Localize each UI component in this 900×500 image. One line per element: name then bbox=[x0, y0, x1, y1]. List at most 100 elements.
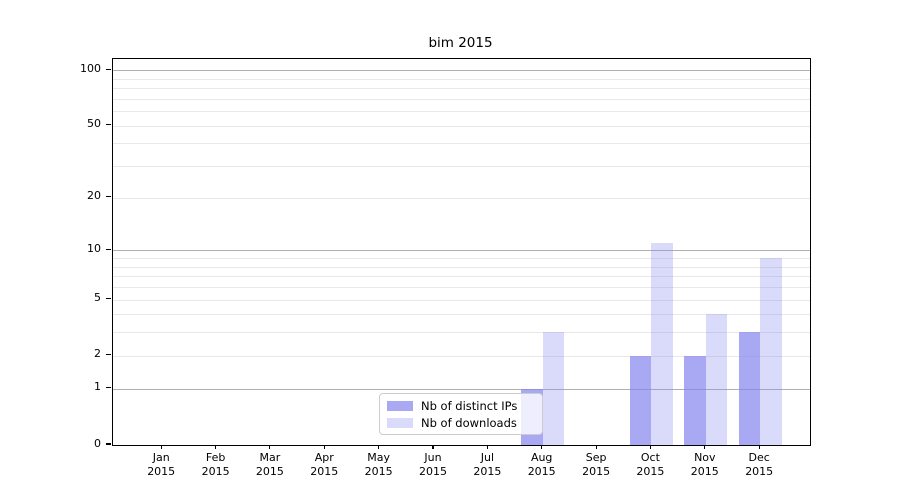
x-tick bbox=[215, 445, 217, 449]
x-tick bbox=[704, 445, 706, 449]
y-tick-label: 5 bbox=[94, 291, 101, 304]
gridline-minor bbox=[113, 355, 810, 357]
x-tick-label-month: May bbox=[367, 451, 390, 464]
x-tick bbox=[758, 445, 760, 449]
x-tick bbox=[486, 445, 488, 449]
y-tick bbox=[106, 297, 111, 300]
y-tick bbox=[106, 124, 111, 126]
x-tick-label-month: Dec bbox=[748, 451, 770, 464]
y-tick bbox=[106, 443, 111, 445]
legend-swatch-distinct-ips bbox=[387, 400, 413, 411]
x-tick-label-year: 2015 bbox=[745, 464, 774, 478]
x-tick-label-year: 2015 bbox=[201, 464, 230, 478]
y-tick-label: 0 bbox=[94, 436, 101, 450]
legend-label-distinct-ips: Nb of distinct IPs bbox=[421, 398, 518, 413]
x-tick bbox=[269, 445, 271, 449]
gridline-minor bbox=[113, 111, 810, 113]
x-tick bbox=[541, 445, 543, 449]
gridline-major bbox=[113, 250, 810, 252]
x-tick bbox=[432, 445, 434, 449]
y-tick bbox=[106, 196, 111, 198]
x-tick-label: Jan 2015 bbox=[133, 451, 189, 478]
gridline-minor bbox=[113, 287, 810, 288]
x-tick-label: Dec 2015 bbox=[731, 451, 787, 478]
x-tick bbox=[323, 445, 325, 449]
y-tick-label: 20 bbox=[87, 189, 101, 203]
bar-distinct-ips bbox=[629, 355, 652, 445]
legend: Nb of distinct IPs Nb of downloads bbox=[379, 393, 543, 435]
x-tick-label: Aug 2015 bbox=[514, 451, 570, 478]
gridline-minor bbox=[113, 98, 810, 100]
legend-item: Nb of downloads bbox=[387, 416, 536, 430]
x-tick-label: Apr 2015 bbox=[296, 451, 352, 478]
x-tick-label-year: 2015 bbox=[527, 464, 556, 478]
plot-area bbox=[112, 58, 811, 446]
bar-downloads bbox=[651, 243, 673, 445]
x-tick-label-month: Nov bbox=[694, 451, 716, 464]
x-tick-label-year: 2015 bbox=[690, 464, 719, 478]
x-tick-label: May 2015 bbox=[351, 451, 407, 478]
bar-distinct-ips bbox=[738, 332, 761, 445]
x-tick-label-year: 2015 bbox=[582, 464, 611, 478]
gridline-minor bbox=[113, 88, 810, 90]
gridline-minor bbox=[113, 258, 810, 259]
x-tick-label: Mar 2015 bbox=[242, 451, 298, 478]
x-tick-label: Sep 2015 bbox=[568, 451, 624, 478]
x-tick-label-month: Jan bbox=[152, 451, 170, 464]
x-tick-label: Nov 2015 bbox=[677, 451, 733, 478]
chart-title: bim 2015 bbox=[428, 35, 493, 51]
x-tick-label-month: Oct bbox=[640, 451, 660, 464]
y-tick bbox=[106, 354, 111, 356]
gridline-major bbox=[113, 70, 810, 72]
x-tick bbox=[378, 445, 380, 449]
legend-item: Nb of distinct IPs bbox=[387, 399, 536, 413]
x-tick-label-month: Jul bbox=[480, 451, 495, 464]
x-tick bbox=[595, 445, 597, 449]
gridline-major bbox=[113, 388, 810, 390]
y-tick-label: 10 bbox=[87, 241, 101, 255]
x-tick-label-year: 2015 bbox=[310, 464, 339, 478]
gridline-minor bbox=[113, 166, 810, 168]
x-tick bbox=[160, 445, 162, 449]
gridline-minor bbox=[113, 143, 810, 145]
x-tick-label-year: 2015 bbox=[255, 464, 284, 478]
x-tick bbox=[649, 445, 651, 449]
x-tick-label-month: Jun bbox=[424, 451, 442, 464]
y-tick-label: 100 bbox=[80, 61, 101, 75]
y-tick-label: 2 bbox=[94, 347, 101, 361]
x-tick-label-month: Apr bbox=[314, 451, 334, 464]
x-tick-label: Feb 2015 bbox=[188, 451, 244, 478]
y-tick bbox=[106, 248, 111, 250]
x-tick-label: Jun 2015 bbox=[405, 451, 461, 478]
y-tick bbox=[106, 68, 111, 70]
bar-downloads bbox=[705, 314, 728, 445]
gridline-minor bbox=[113, 125, 810, 127]
x-tick-label-year: 2015 bbox=[419, 464, 447, 478]
x-tick-label-month: Mar bbox=[259, 451, 281, 464]
legend-label-downloads: Nb of downloads bbox=[421, 415, 517, 430]
y-tick-label: 50 bbox=[87, 117, 101, 131]
gridline-minor bbox=[113, 78, 810, 80]
x-tick-label-year: 2015 bbox=[473, 464, 502, 478]
x-tick-label-year: 2015 bbox=[147, 464, 176, 478]
gridline-minor bbox=[113, 332, 810, 334]
gridline-minor bbox=[113, 266, 810, 268]
gridline-minor bbox=[113, 314, 810, 316]
bar-downloads bbox=[760, 258, 782, 445]
x-tick-label-month: Feb bbox=[205, 451, 226, 464]
gridline-minor bbox=[113, 197, 810, 199]
x-tick-label-year: 2015 bbox=[364, 464, 393, 478]
x-tick-label: Jul 2015 bbox=[459, 451, 515, 478]
bar-distinct-ips bbox=[684, 355, 706, 445]
bar-downloads bbox=[542, 332, 565, 445]
y-tick-label: 1 bbox=[94, 380, 101, 394]
x-tick-label: Oct 2015 bbox=[622, 451, 678, 478]
legend-swatch-downloads bbox=[387, 417, 413, 428]
gridline-minor bbox=[113, 299, 810, 301]
x-tick-label-month: Aug bbox=[530, 451, 553, 464]
x-tick-label-year: 2015 bbox=[636, 464, 665, 478]
x-tick-label-month: Sep bbox=[585, 451, 607, 464]
gridline-minor bbox=[113, 276, 810, 278]
y-tick bbox=[106, 387, 111, 389]
